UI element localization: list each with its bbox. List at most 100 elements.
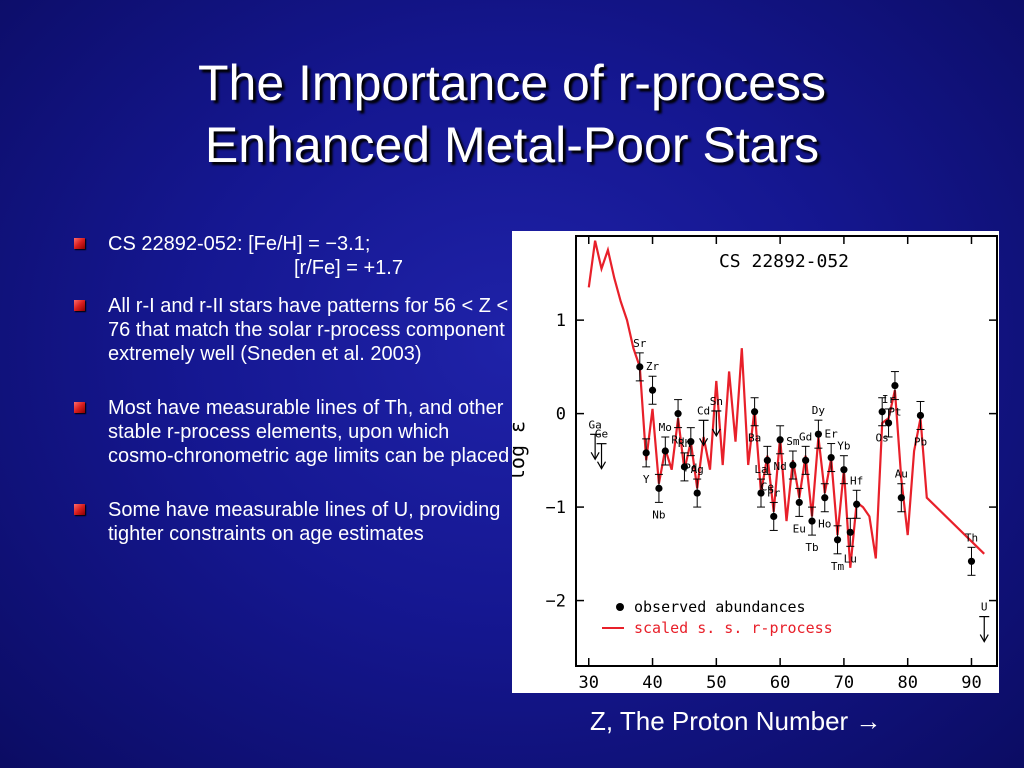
observed-point — [770, 512, 778, 521]
element-label: Ru — [671, 434, 684, 447]
x-tick-label: 50 — [706, 673, 726, 693]
y-tick-label: 0 — [556, 405, 566, 425]
bullet-list: CS 22892-052: [Fe/H] = −3.1; [r/Fe] = +1… — [74, 232, 514, 546]
y-tick-label: −1 — [546, 498, 566, 518]
element-label: U — [981, 601, 988, 614]
element-label: Mo — [659, 421, 672, 434]
bullet-item: All r-I and r-II stars have patterns for… — [74, 294, 514, 366]
element-label: Yb — [837, 440, 850, 453]
upper-limit-arrow — [711, 428, 721, 438]
observed-point — [789, 461, 797, 469]
element-label: Sm — [786, 435, 800, 448]
bullet-square-icon — [74, 238, 85, 249]
element-label: Lu — [844, 552, 857, 565]
observed-point — [814, 430, 822, 438]
legend-observed-label: observed abundances — [634, 598, 806, 616]
bullet-square-icon — [74, 300, 85, 311]
x-tick-label: 30 — [579, 673, 599, 693]
x-tick-label: 40 — [642, 673, 662, 693]
observed-point — [751, 408, 759, 416]
bullet-item: Most have measurable lines of Th, and ot… — [74, 396, 514, 468]
bullet-text: All r-I and r-II stars have patterns for… — [108, 295, 509, 365]
element-label: Ir — [882, 393, 896, 406]
observed-point — [840, 466, 848, 474]
element-label: Cd — [697, 404, 710, 417]
observed-point — [655, 484, 663, 492]
element-label: La — [754, 463, 767, 476]
observed-point — [680, 463, 689, 471]
observed-point — [636, 363, 644, 371]
observed-point — [808, 517, 816, 525]
element-label: Os — [876, 432, 889, 445]
observed-point — [821, 494, 829, 502]
observed-point — [878, 408, 886, 416]
y-tick-label: −2 — [546, 592, 566, 612]
element-label: Ce — [761, 480, 774, 493]
observed-point — [967, 557, 976, 565]
title-line-1: The Importance of r-process — [197, 55, 827, 111]
observed-point — [661, 447, 669, 455]
observed-point — [795, 498, 803, 507]
observed-point — [687, 438, 695, 446]
observed-point — [827, 453, 835, 462]
element-label: Er — [825, 428, 839, 441]
element-label: Hf — [850, 474, 863, 487]
upper-limit-arrow — [699, 438, 709, 447]
x-tick-label: 60 — [770, 673, 790, 693]
abundance-chart-figure: CS 22892-052 log ε 3040506070809010−1−2 … — [505, 231, 999, 693]
plot-frame — [575, 235, 998, 667]
bullet-text: Some have measurable lines of U, providi… — [108, 499, 501, 545]
observed-point — [897, 494, 905, 502]
element-label: Ba — [748, 432, 761, 445]
element-label: Tm — [831, 560, 845, 573]
element-label: Pd — [684, 462, 697, 475]
element-label: Eu — [793, 522, 806, 535]
element-label: Y — [643, 473, 650, 486]
bullet-square-icon — [74, 504, 85, 515]
observed-point — [642, 449, 650, 457]
element-label: Tb — [805, 541, 818, 554]
element-label: Zr — [646, 360, 660, 373]
title-line-2: Enhanced Metal-Poor Stars — [204, 117, 820, 173]
observed-point — [674, 410, 682, 418]
observed-point — [891, 381, 899, 390]
element-label: Pt — [888, 406, 901, 419]
element-label: Ga — [589, 418, 602, 431]
bullet-text: Most have measurable lines of Th, and ot… — [108, 397, 510, 467]
element-label: Sr — [633, 337, 647, 350]
element-label: Sn — [710, 395, 723, 408]
observed-point — [648, 386, 657, 394]
observed-point — [776, 436, 784, 444]
observed-point — [763, 456, 771, 464]
bullet-item: CS 22892-052: [Fe/H] = −3.1; [r/Fe] = +1… — [74, 232, 514, 280]
bullet-square-icon — [74, 402, 85, 413]
observed-point — [693, 489, 701, 497]
element-label: Nd — [773, 460, 786, 473]
bullet-item: Some have measurable lines of U, providi… — [74, 498, 514, 546]
upper-limit-arrow — [590, 452, 600, 461]
x-axis-caption: Z, The Proton Number → — [590, 706, 882, 736]
legend-curve-label: scaled s. s. r-process — [634, 619, 833, 637]
element-label: Ho — [818, 518, 831, 531]
bullet-text-line-1: CS 22892-052: [Fe/H] = −3.1; — [108, 233, 371, 255]
y-tick-label: 1 — [556, 311, 566, 331]
observed-point — [833, 536, 842, 544]
observed-point — [846, 528, 854, 536]
element-label: Dy — [812, 404, 826, 417]
observed-point — [884, 419, 893, 427]
observed-point — [802, 456, 810, 464]
element-label: Ag — [691, 463, 704, 476]
slide-title: The Importance of r-process Enhanced Met… — [0, 52, 1024, 176]
legend-observed-marker — [616, 603, 624, 611]
observed-point — [757, 489, 765, 497]
x-tick-label: 70 — [834, 673, 854, 693]
chart-title: CS 22892-052 — [719, 251, 849, 272]
x-tick-label: 90 — [961, 673, 981, 693]
element-label: Th — [965, 531, 978, 544]
element-label: Nb — [652, 508, 665, 521]
bullet-text-line-2: [r/Fe] = +1.7 — [294, 257, 403, 279]
r-process-curve — [587, 240, 985, 568]
x-tick-label: 80 — [897, 673, 917, 693]
observed-point — [916, 411, 925, 420]
y-axis-label: log ε — [512, 421, 529, 481]
